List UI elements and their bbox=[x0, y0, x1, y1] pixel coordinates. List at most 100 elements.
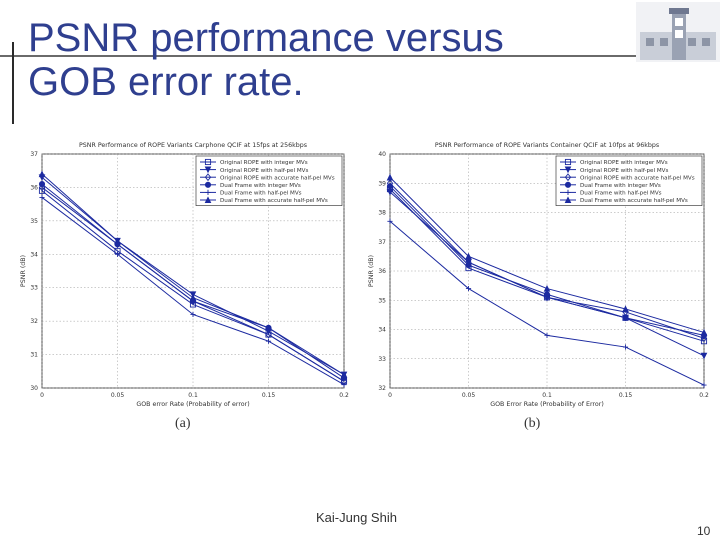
figure-b: PSNR Performance of ROPE Variants Contai… bbox=[362, 130, 714, 420]
chart-a-data-point bbox=[189, 294, 197, 301]
chart-a-ytick-label: 30 bbox=[30, 385, 38, 392]
chart-b-title: PSNR Performance of ROPE Variants Contai… bbox=[435, 142, 659, 149]
chart-b-data-point bbox=[622, 314, 629, 321]
chart-b-ytick-label: 34 bbox=[378, 327, 386, 334]
chart-b-ytick-label: 32 bbox=[378, 385, 386, 392]
chart-b-legend-marker bbox=[565, 189, 571, 195]
chart-b-data-point bbox=[465, 262, 472, 269]
chart-b-data-point bbox=[386, 188, 394, 196]
chart-a-svg: PSNR Performance of ROPE Variants Carpho… bbox=[20, 142, 349, 408]
chart-a-xtick-label: 0.2 bbox=[339, 392, 349, 399]
chart-a-ytick-label: 33 bbox=[30, 285, 38, 292]
chart-a-ytick-label: 36 bbox=[30, 184, 38, 191]
chart-a-data-point bbox=[38, 170, 46, 178]
chart-a-xtick-label: 0.1 bbox=[188, 392, 198, 399]
chart-b-ytick-label: 33 bbox=[378, 356, 386, 363]
chart-b-data-point bbox=[700, 338, 708, 345]
chart-a-xtick-label: 0.05 bbox=[111, 392, 125, 399]
chart-a-data-point bbox=[265, 324, 272, 331]
caption-a: (a) bbox=[175, 416, 191, 431]
chart-b-data-point bbox=[622, 344, 629, 350]
chart-a-ylabel: PSNR (dB) bbox=[20, 255, 27, 287]
title-accent-bar bbox=[12, 42, 14, 124]
chart-a-legend-label: Original ROPE with integer MVs bbox=[220, 160, 308, 166]
chart-b-data-point bbox=[700, 352, 708, 360]
chart-b-legend-box bbox=[555, 155, 703, 206]
chart-b-data-point bbox=[543, 284, 551, 292]
chart-b-ytick-label: 35 bbox=[378, 297, 386, 304]
chart-b-legend-label: Dual Frame with half-pel MVs bbox=[580, 191, 662, 197]
chart-a-legend-marker bbox=[204, 173, 212, 182]
chart-b-legend-marker bbox=[564, 166, 572, 174]
slide-title-line-1: PSNR performance versus bbox=[28, 16, 504, 60]
chart-a-xtick-label: 0.15 bbox=[262, 392, 276, 399]
chart-b-ytick-label: 37 bbox=[378, 239, 386, 246]
figure-a: PSNR Performance of ROPE Variants Carpho… bbox=[14, 130, 354, 420]
chart-b-data-point bbox=[387, 218, 393, 224]
chart-a-data-point bbox=[265, 330, 272, 339]
chart-a-data-point bbox=[340, 371, 348, 378]
chart-b-legend-label: Original ROPE with accurate half-pel MVs bbox=[580, 175, 695, 181]
chart-a-ytick-label: 31 bbox=[30, 352, 38, 359]
chart-a-legend-marker bbox=[204, 158, 212, 166]
chart-a-ytick-label: 32 bbox=[30, 318, 38, 325]
title-rule bbox=[0, 55, 720, 57]
chart-a-legend-label: Dual Frame with accurate half-pel MVs bbox=[220, 198, 328, 204]
chart-b-legend-marker bbox=[564, 158, 572, 166]
chart-a-ytick-label: 37 bbox=[30, 151, 38, 158]
chart-a-legend-label: Dual Frame with half-pel MVs bbox=[220, 191, 302, 197]
chart-b-data-point bbox=[465, 285, 472, 292]
chart-b-xtick-label: 0.15 bbox=[619, 392, 633, 399]
chart-a-data-point bbox=[38, 181, 46, 188]
chart-a-xtick-label: 0 bbox=[40, 392, 44, 399]
chart-a-data-point bbox=[190, 311, 196, 318]
author-footer: Kai-Jung Shih bbox=[316, 510, 397, 525]
chart-b-legend-marker bbox=[564, 181, 572, 188]
chart-a-legend-marker bbox=[204, 196, 212, 204]
chart-b-xtick-label: 0.05 bbox=[462, 392, 476, 399]
chart-b-xtick-label: 0.1 bbox=[542, 392, 552, 399]
chart-a-legend-label: Original ROPE with half-pel MVs bbox=[220, 168, 308, 174]
chart-a-legend-label: Dual Frame with integer MVs bbox=[220, 183, 301, 189]
chart-a-data-point bbox=[341, 382, 347, 388]
chart-b-xtick-label: 0.2 bbox=[699, 392, 709, 399]
chart-b-legend-label: Dual Frame with integer MVs bbox=[580, 183, 661, 189]
page-number: 10 bbox=[697, 524, 711, 538]
slide-title: PSNR performance versus GOB error rate. bbox=[28, 16, 504, 104]
chart-a-data-point bbox=[39, 194, 45, 201]
chart-b-data-point bbox=[544, 332, 550, 338]
chart-a-legend-marker bbox=[205, 189, 211, 195]
chart-a-data-point bbox=[114, 251, 121, 257]
caption-b: (b) bbox=[524, 416, 541, 431]
chart-b-data-point bbox=[386, 183, 394, 190]
building-logo-icon bbox=[636, 2, 720, 62]
chart-a-ytick-label: 35 bbox=[30, 218, 38, 225]
chart-b-svg: PSNR Performance of ROPE Variants Contai… bbox=[368, 142, 709, 408]
chart-a-title: PSNR Performance of ROPE Variants Carpho… bbox=[79, 142, 307, 149]
chart-a-data-point bbox=[38, 187, 46, 194]
chart-b-data-point bbox=[386, 173, 394, 181]
chart-b-xlabel: GOB Error Rate (Probability of Error) bbox=[490, 401, 604, 408]
chart-b-ytick-label: 36 bbox=[378, 268, 386, 275]
chart-b-legend-marker bbox=[564, 196, 572, 204]
chart-a-data-point bbox=[265, 338, 272, 344]
chart-b-data-point bbox=[543, 291, 551, 298]
chart-b-legend-label: Original ROPE with integer MVs bbox=[580, 160, 668, 166]
chart-b-data-point bbox=[701, 382, 707, 388]
chart-a-data-point bbox=[114, 237, 121, 244]
chart-a-legend-marker bbox=[204, 181, 212, 188]
chart-b-legend-label: Original ROPE with half-pel MVs bbox=[580, 168, 668, 174]
chart-b-data-point bbox=[700, 328, 708, 336]
chart-b-legend-label: Dual Frame with accurate half-pel MVs bbox=[580, 198, 688, 204]
chart-a-xlabel: GOB error Rate (Probability of error) bbox=[136, 401, 249, 408]
chart-a-legend-marker bbox=[204, 166, 212, 174]
chart-b-ytick-label: 38 bbox=[378, 210, 386, 217]
chart-a-legend-label: Original ROPE with accurate half-pel MVs bbox=[220, 175, 335, 181]
chart-a-legend-box bbox=[195, 155, 343, 206]
chart-b-ytick-label: 39 bbox=[378, 180, 386, 187]
chart-b-ylabel: PSNR (dB) bbox=[368, 255, 375, 287]
slide-title-line-2: GOB error rate. bbox=[28, 60, 304, 104]
chart-b-xtick-label: 0 bbox=[388, 392, 392, 399]
chart-b-legend-marker bbox=[564, 173, 572, 182]
chart-b-data-point bbox=[465, 252, 472, 260]
